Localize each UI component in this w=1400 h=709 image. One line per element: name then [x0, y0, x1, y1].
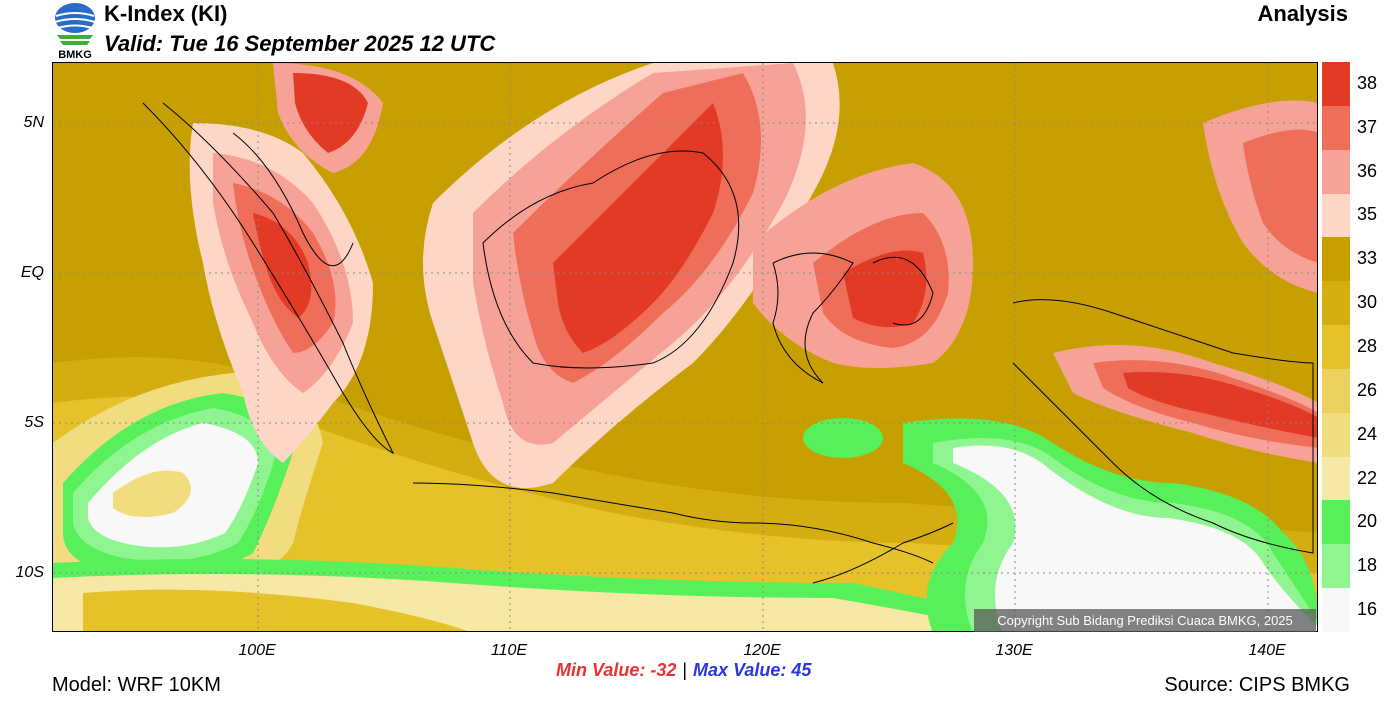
- lon-label-100e: 100E: [238, 642, 276, 659]
- colorbar-swatch: [1322, 62, 1350, 107]
- colorbar-swatch: [1322, 237, 1350, 282]
- max-value: Max Value: 45: [693, 660, 812, 680]
- colorbar-label: 26: [1357, 379, 1378, 400]
- colorbar-swatch: [1322, 544, 1350, 589]
- model-label: Model: WRF 10KM: [52, 674, 221, 696]
- analysis-label: Analysis: [1257, 1, 1349, 26]
- colorbar-label: 36: [1357, 160, 1378, 181]
- colorbar-swatch: [1322, 412, 1350, 458]
- colorbar-swatch: [1322, 500, 1350, 545]
- source-label: Source: CIPS BMKG: [1164, 674, 1350, 696]
- logo-text: BMKG: [58, 49, 92, 60]
- colorbar-label: 28: [1357, 336, 1378, 356]
- copyright-notice: Copyright Sub Bidang Prediksi Cuaca BMKG…: [974, 609, 1316, 632]
- lon-label-110e: 110E: [490, 642, 528, 659]
- lon-label-130e: 130E: [995, 642, 1033, 659]
- map-title: K-Index (KI): [104, 1, 228, 26]
- colorbar-label: 33: [1357, 248, 1378, 269]
- colorbar-label: 24: [1357, 423, 1378, 444]
- separator: |: [682, 660, 688, 680]
- colorbar-label: 16: [1357, 599, 1378, 620]
- colorbar-swatch: [1322, 368, 1350, 414]
- lat-label-5n: 5N: [23, 114, 44, 131]
- bmkg-logo: BMKG: [52, 2, 98, 61]
- colorbar-swatch: [1322, 149, 1350, 195]
- colorbar-swatch: [1322, 456, 1350, 501]
- colorbar-swatch: [1322, 325, 1350, 370]
- colorbar-label: 38: [1357, 72, 1378, 93]
- colorbar-label: 37: [1357, 116, 1378, 137]
- min-max-values: Min Value: -32 | Max Value: 45: [556, 660, 811, 681]
- colorbar-label: 18: [1357, 555, 1378, 576]
- colorbar: [1322, 62, 1350, 633]
- lon-label-120e: 120E: [743, 642, 781, 659]
- colorbar-label: 20: [1357, 511, 1378, 532]
- colorbar-label: 35: [1357, 204, 1378, 225]
- colorbar-swatch: [1322, 105, 1350, 151]
- lat-label-5s: 5S: [24, 414, 44, 431]
- colorbar-label: 30: [1357, 292, 1378, 313]
- lat-label-eq: EQ: [20, 264, 44, 281]
- colorbar-label: 22: [1357, 467, 1378, 488]
- colorbar-swatch: [1322, 588, 1350, 633]
- colorbar-swatch: [1322, 193, 1350, 238]
- lat-label-10s: 10S: [15, 564, 44, 581]
- k-index-map: [52, 62, 1318, 632]
- min-value: Min Value: -32: [556, 660, 677, 680]
- valid-time: Valid: Tue 16 September 2025 12 UTC: [104, 31, 496, 56]
- lon-label-140e: 140E: [1248, 642, 1286, 659]
- colorbar-swatch: [1322, 281, 1350, 326]
